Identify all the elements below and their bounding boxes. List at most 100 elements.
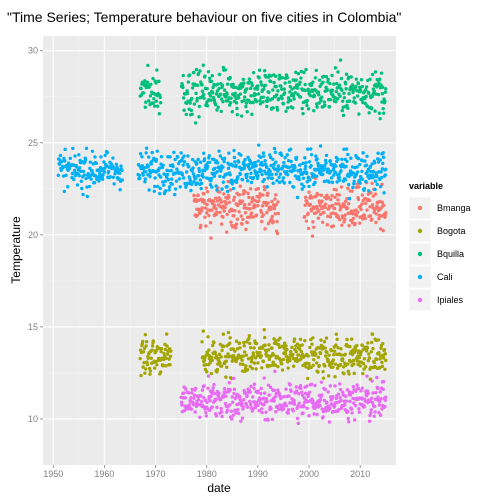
point-cali: [372, 161, 377, 165]
point-cali: [115, 165, 119, 170]
point-bmanga: [271, 219, 275, 224]
point-ipiales: [222, 386, 227, 391]
point-cali: [210, 185, 214, 189]
point-bmanga: [211, 199, 216, 204]
point-bquilla: [274, 74, 278, 78]
point-cali: [168, 155, 172, 159]
point-ipiales: [343, 402, 347, 407]
point-cali: [303, 156, 307, 160]
point-bogota: [244, 364, 248, 368]
point-bmanga: [251, 215, 255, 219]
point-bquilla: [354, 84, 358, 88]
point-bogota: [248, 341, 252, 346]
point-bmanga: [323, 205, 327, 210]
point-bquilla: [327, 105, 332, 109]
point-bquilla: [322, 100, 327, 104]
point-cali: [83, 158, 88, 162]
point-bmanga: [242, 202, 247, 207]
point-ipiales: [328, 406, 332, 410]
point-bogota: [150, 344, 155, 348]
point-bmanga: [222, 209, 226, 213]
point-bquilla: [342, 91, 346, 95]
point-cali: [175, 167, 179, 171]
point-cali: [161, 163, 165, 168]
point-cali: [197, 169, 202, 174]
point-ipiales: [229, 409, 234, 413]
point-cali: [238, 172, 243, 177]
point-cali: [256, 159, 260, 163]
point-cali: [143, 180, 147, 184]
point-bmanga: [369, 191, 373, 195]
point-cali: [307, 184, 311, 189]
point-cali: [202, 151, 206, 155]
point-cali: [360, 169, 364, 174]
point-bquilla: [341, 113, 346, 118]
point-bogota: [317, 363, 321, 368]
point-bogota: [165, 352, 170, 356]
point-cali: [304, 160, 308, 165]
point-cali: [193, 176, 198, 181]
point-ipiales: [383, 398, 388, 402]
point-bquilla: [265, 104, 269, 109]
point-bmanga: [240, 222, 244, 226]
point-bquilla: [271, 88, 275, 92]
point-bquilla: [294, 70, 298, 74]
point-bmanga: [332, 206, 337, 211]
point-bmanga: [272, 206, 277, 211]
point-bmanga: [203, 206, 208, 210]
point-bmanga: [275, 231, 280, 236]
point-ipiales: [238, 395, 242, 399]
point-cali: [365, 154, 369, 158]
point-ipiales: [230, 395, 234, 399]
point-cali: [151, 168, 155, 173]
point-bmanga: [243, 189, 247, 194]
point-bogota: [346, 362, 350, 366]
point-cali: [226, 166, 231, 171]
point-ipiales: [328, 384, 333, 388]
point-bmanga: [265, 191, 270, 195]
point-cali: [285, 169, 289, 174]
point-bquilla: [265, 99, 269, 103]
point-bquilla: [236, 96, 241, 100]
point-bmanga: [249, 211, 254, 215]
point-cali: [289, 147, 293, 151]
point-bogota: [161, 357, 166, 362]
point-bmanga: [367, 198, 372, 203]
point-bquilla: [276, 89, 280, 93]
y-tick-label: 25: [28, 138, 38, 148]
point-bogota: [240, 358, 244, 362]
point-bquilla: [158, 95, 162, 100]
point-bquilla: [316, 90, 321, 94]
point-bmanga: [261, 193, 265, 197]
point-bogota: [380, 360, 384, 365]
point-cali: [372, 175, 376, 179]
point-ipiales: [377, 410, 381, 415]
point-bmanga: [331, 224, 336, 228]
point-bmanga: [215, 199, 220, 203]
point-cali: [314, 154, 318, 158]
point-cali: [266, 176, 270, 180]
point-bogota: [272, 341, 277, 346]
point-bogota: [294, 350, 298, 354]
point-bmanga: [339, 185, 344, 189]
point-bogota: [284, 354, 289, 359]
point-cali: [84, 146, 89, 151]
point-bmanga: [354, 185, 359, 190]
point-cali: [77, 173, 81, 178]
point-bmanga: [328, 215, 333, 219]
point-cali: [281, 164, 285, 169]
point-cali: [313, 180, 317, 185]
point-bogota: [329, 349, 334, 353]
point-ipiales: [327, 420, 332, 424]
point-bquilla: [200, 83, 204, 87]
point-bogota: [286, 366, 290, 370]
point-cali: [199, 160, 203, 164]
point-cali: [220, 187, 224, 191]
point-bmanga: [248, 187, 253, 191]
point-cali: [262, 169, 267, 173]
point-ipiales: [339, 398, 343, 403]
point-bquilla: [376, 92, 381, 97]
point-cali: [376, 151, 380, 155]
point-bogota: [303, 338, 307, 343]
point-cali: [148, 174, 152, 179]
